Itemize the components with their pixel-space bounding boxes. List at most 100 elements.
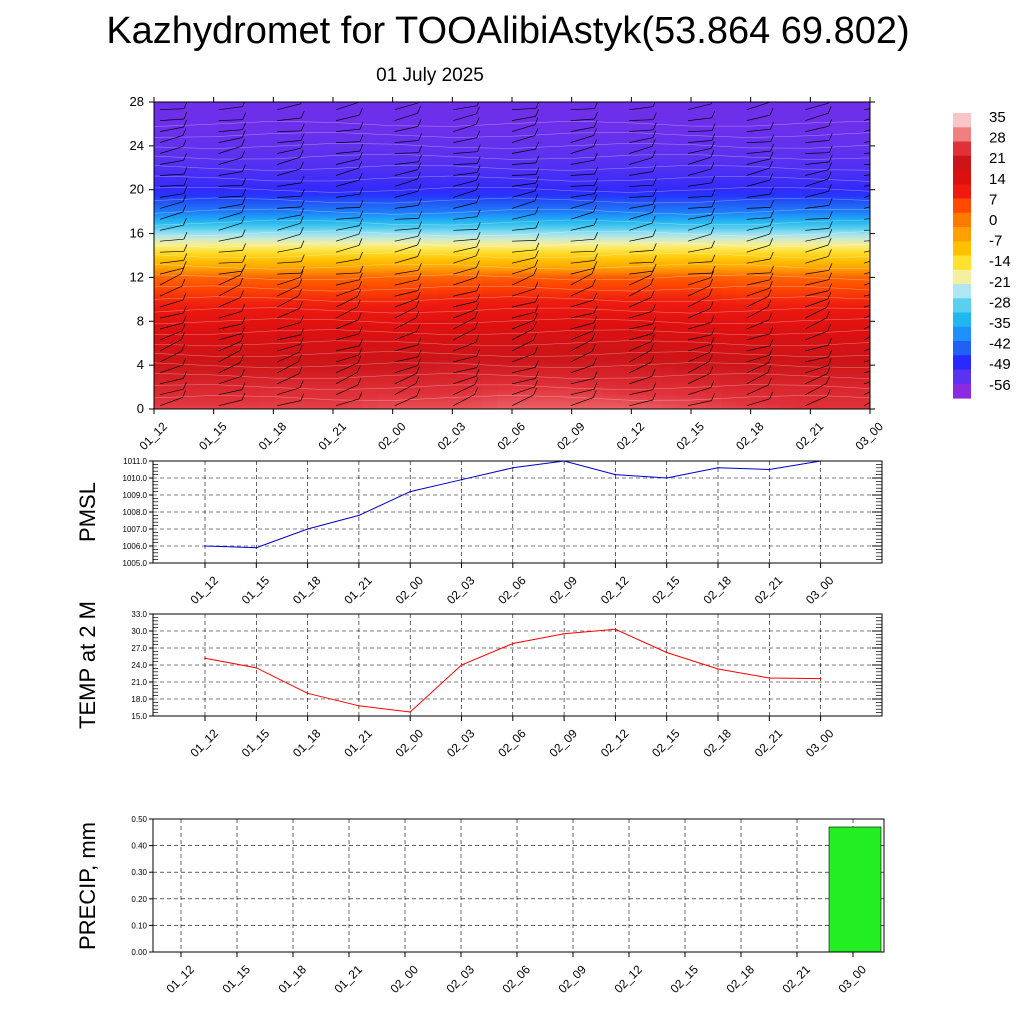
wind-barb-flag [416, 291, 421, 300]
wind-barb-flag [298, 354, 302, 362]
wind-barb [511, 148, 536, 154]
wind-barb [335, 244, 360, 253]
wind-barb [394, 317, 417, 330]
wind-barb-flag [475, 270, 480, 278]
wind-barb-flag [476, 209, 481, 217]
wind-barb-flag [418, 154, 422, 162]
data-point [358, 514, 360, 517]
heatmap-column [526, 102, 543, 409]
data-point [306, 528, 309, 530]
wind-barb [277, 373, 300, 385]
heatmap-column [273, 102, 289, 409]
wind-barb-flag [828, 119, 833, 127]
wind-barb [511, 288, 536, 297]
wind-barb [629, 297, 652, 308]
wind-barb [218, 399, 243, 407]
contour-line [154, 285, 870, 292]
wind-barb [511, 257, 536, 264]
wind-barb-flag [709, 278, 714, 286]
wind-barb [805, 373, 828, 385]
wind-barb-flag [299, 380, 304, 388]
wind-barb [159, 322, 184, 330]
wind-barb-flag [533, 332, 537, 341]
wind-barb-flag [476, 130, 481, 138]
wind-barb-flag [475, 182, 480, 191]
wind-barb-flag [417, 337, 422, 346]
wind-barb-flag [827, 358, 832, 366]
heatmap-column [705, 102, 722, 409]
wind-barb-flag [711, 175, 716, 183]
wind-barb [863, 206, 870, 209]
wind-barb-flag [768, 377, 772, 386]
wind-barb [511, 240, 537, 242]
wind-barb [687, 308, 711, 319]
contour-line [154, 142, 870, 149]
x-tick-label: 02_18 [700, 726, 734, 760]
wind-barb-flag [182, 315, 187, 324]
wind-barb-flag [593, 382, 598, 390]
wind-barb-flag [534, 281, 539, 289]
wind-barb-flag [357, 289, 361, 297]
wind-barb [218, 333, 242, 341]
wind-barb [453, 238, 478, 242]
wind-barb [629, 212, 653, 220]
wind-barb-flag [711, 265, 716, 274]
x-tick-label: 01_21 [331, 962, 365, 996]
wind-barb-flag [182, 204, 187, 213]
contour-line [154, 241, 870, 248]
wind-barb [511, 124, 536, 132]
colorbar-label: -28 [989, 294, 1011, 311]
contour-line [154, 274, 870, 281]
wind-barb-flag [594, 166, 598, 175]
wind-barb [746, 233, 770, 242]
wind-barb-flag [534, 305, 539, 313]
wind-barb-flag [888, 232, 891, 239]
wind-barb [394, 344, 418, 352]
heatmap-y-tick-label: 20 [130, 182, 144, 197]
wind-barb-flag [887, 294, 890, 301]
colorbar-swatch [953, 341, 971, 356]
wind-barb-flag [708, 288, 713, 296]
wind-barb-flag [298, 278, 303, 286]
wind-barb [687, 400, 712, 407]
wind-barb [394, 356, 419, 363]
wind-barb-flag [532, 321, 537, 330]
panel-frame [152, 613, 883, 717]
wind-barb-flag [241, 215, 245, 224]
wind-barb [629, 350, 651, 363]
wind-barb [629, 274, 652, 286]
wind-barb [746, 150, 771, 154]
x-tick-label: 02_21 [752, 726, 786, 760]
wind-barb [746, 193, 771, 198]
wind-barb [159, 267, 184, 275]
wind-barb-flag [828, 272, 833, 280]
wind-barb-flag [711, 207, 715, 216]
wind-barb-flag [767, 299, 772, 307]
y-tick-label: 0.00 [131, 948, 147, 957]
wind-barb [570, 299, 594, 308]
x-tick-label: 02_06 [495, 726, 529, 760]
wind-barb [453, 375, 477, 385]
wind-barb-flag [359, 265, 364, 273]
y-axis-label: PMSL [75, 482, 100, 542]
wind-barb [863, 118, 870, 121]
wind-barb [394, 330, 418, 341]
wind-barb-flag [770, 144, 774, 152]
wind-barb [159, 350, 182, 363]
wind-barb [629, 399, 653, 407]
data-point [819, 461, 822, 462]
wind-barb-flag [242, 263, 246, 272]
data-point [563, 633, 565, 635]
wind-barb-flag [535, 371, 539, 379]
wind-barb [629, 270, 654, 275]
wind-barb-flag [359, 107, 363, 116]
wind-barb-flag [534, 128, 539, 136]
data-point [717, 467, 719, 469]
heatmap-y-tick-label: 8 [137, 313, 144, 328]
wind-barb [687, 387, 712, 396]
heatmap-x-tick-label: 01_15 [196, 419, 230, 453]
wind-barb [687, 214, 712, 220]
series-group [204, 461, 822, 549]
x-tick-label: 02_15 [667, 962, 701, 996]
wind-barb-flag [769, 238, 773, 246]
